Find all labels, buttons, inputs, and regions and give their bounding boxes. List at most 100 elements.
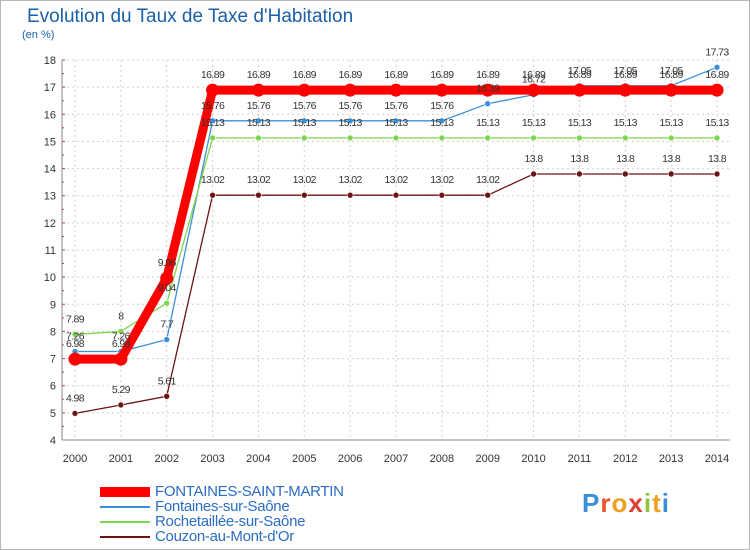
legend-swatch <box>100 506 150 508</box>
data-label: 16.89 <box>660 69 684 81</box>
legend-swatch <box>100 521 150 523</box>
data-point <box>300 191 308 199</box>
data-label: 16.89 <box>247 69 271 81</box>
data-label: 15.76 <box>247 100 271 112</box>
data-point <box>576 134 583 142</box>
data-point <box>71 331 79 338</box>
data-point <box>251 83 265 97</box>
data-point <box>621 170 629 178</box>
data-label: 8 <box>118 310 124 322</box>
x-tick-label: 2012 <box>613 453 637 465</box>
data-label: 15.13 <box>384 117 408 129</box>
x-tick-label: 2013 <box>659 453 683 465</box>
data-label: 13.8 <box>708 153 727 165</box>
logo-letter: r <box>600 488 612 518</box>
y-tick-label: 8 <box>50 326 56 338</box>
data-label: 16.89 <box>705 69 729 81</box>
logo-letter: o <box>611 488 629 518</box>
data-label: 15.76 <box>293 100 317 112</box>
data-label: 13.02 <box>201 174 225 186</box>
data-label: 15.13 <box>568 117 592 129</box>
data-point <box>255 134 262 142</box>
data-label: 15.13 <box>339 117 363 129</box>
data-point <box>343 83 357 97</box>
data-label: 16.89 <box>293 69 317 81</box>
x-tick-label: 2001 <box>109 453 133 465</box>
data-point <box>68 352 82 366</box>
series-3 <box>71 170 721 417</box>
y-tick-label: 14 <box>44 164 56 176</box>
data-label: 16.39 <box>476 83 500 95</box>
data-label: 16.72 <box>522 74 546 86</box>
y-tick-label: 15 <box>44 136 56 148</box>
data-point <box>527 83 541 97</box>
data-label: 6.98 <box>112 338 131 350</box>
y-tick-label: 4 <box>50 435 56 447</box>
logo-letter: x <box>628 488 644 518</box>
data-label: 16.89 <box>476 69 500 81</box>
data-point <box>163 392 171 400</box>
data-point <box>114 352 128 366</box>
data-label: 13.8 <box>616 153 635 165</box>
data-point <box>163 336 171 343</box>
y-tick-label: 16 <box>44 109 56 121</box>
data-label: 13.02 <box>247 174 271 186</box>
data-point <box>667 170 675 178</box>
data-label: 16.89 <box>614 69 638 81</box>
x-tick-label: 2004 <box>246 453 270 465</box>
data-point <box>713 134 721 142</box>
data-point <box>618 83 632 97</box>
data-point <box>713 170 721 178</box>
data-label: 15.13 <box>247 117 271 129</box>
data-label: 16.89 <box>430 69 454 81</box>
data-label: 15.76 <box>201 100 225 112</box>
data-point <box>392 117 400 125</box>
data-label: 13.8 <box>570 153 589 165</box>
data-point <box>667 134 675 142</box>
data-label: 16.89 <box>384 69 408 81</box>
series-2 <box>71 134 721 338</box>
data-label: 15.76 <box>430 100 454 112</box>
data-point <box>481 83 495 97</box>
legend-label: Fontaines-sur-Saône <box>155 498 290 515</box>
data-label: 17.05 <box>614 65 638 77</box>
data-point <box>438 191 446 199</box>
data-label: 15.13 <box>201 117 225 129</box>
data-point <box>206 83 220 97</box>
x-tick-label: 2007 <box>384 453 408 465</box>
x-tick-label: 2005 <box>292 453 316 465</box>
data-label: 17.05 <box>660 65 684 77</box>
data-label: 13.8 <box>662 153 681 165</box>
y-tick-label: 6 <box>50 381 56 393</box>
data-point <box>438 117 446 125</box>
x-tick-label: 2009 <box>475 453 499 465</box>
data-point <box>713 64 721 71</box>
data-label: 16.89 <box>568 69 592 81</box>
data-point <box>710 83 724 97</box>
data-label: 15.13 <box>705 117 729 129</box>
data-label: 13.02 <box>339 174 363 186</box>
data-label: 15.13 <box>476 117 500 129</box>
data-label: 5.29 <box>112 384 131 396</box>
data-point <box>163 299 171 307</box>
data-label: 15.13 <box>660 117 684 129</box>
data-point <box>209 134 216 142</box>
data-point <box>255 191 262 199</box>
logo-letter: t <box>652 488 662 518</box>
data-point <box>71 410 79 417</box>
data-label: 7.89 <box>66 313 85 325</box>
data-label: 15.76 <box>384 100 408 112</box>
data-point <box>346 134 354 142</box>
y-tick-label: 12 <box>44 218 56 230</box>
data-label: 13.02 <box>384 174 408 186</box>
chart-title: Evolution du Taux de Taxe d'Habitation <box>27 6 354 27</box>
proxiti-logo: Proxiti <box>582 488 670 519</box>
x-tick-label: 2000 <box>63 453 87 465</box>
y-tick-label: 18 <box>44 55 56 67</box>
y-axis-unit: (en %) <box>22 29 55 41</box>
data-label: 6.98 <box>66 338 85 350</box>
data-label: 13.02 <box>430 174 454 186</box>
data-point <box>389 83 403 97</box>
data-label: 13.02 <box>476 174 500 186</box>
